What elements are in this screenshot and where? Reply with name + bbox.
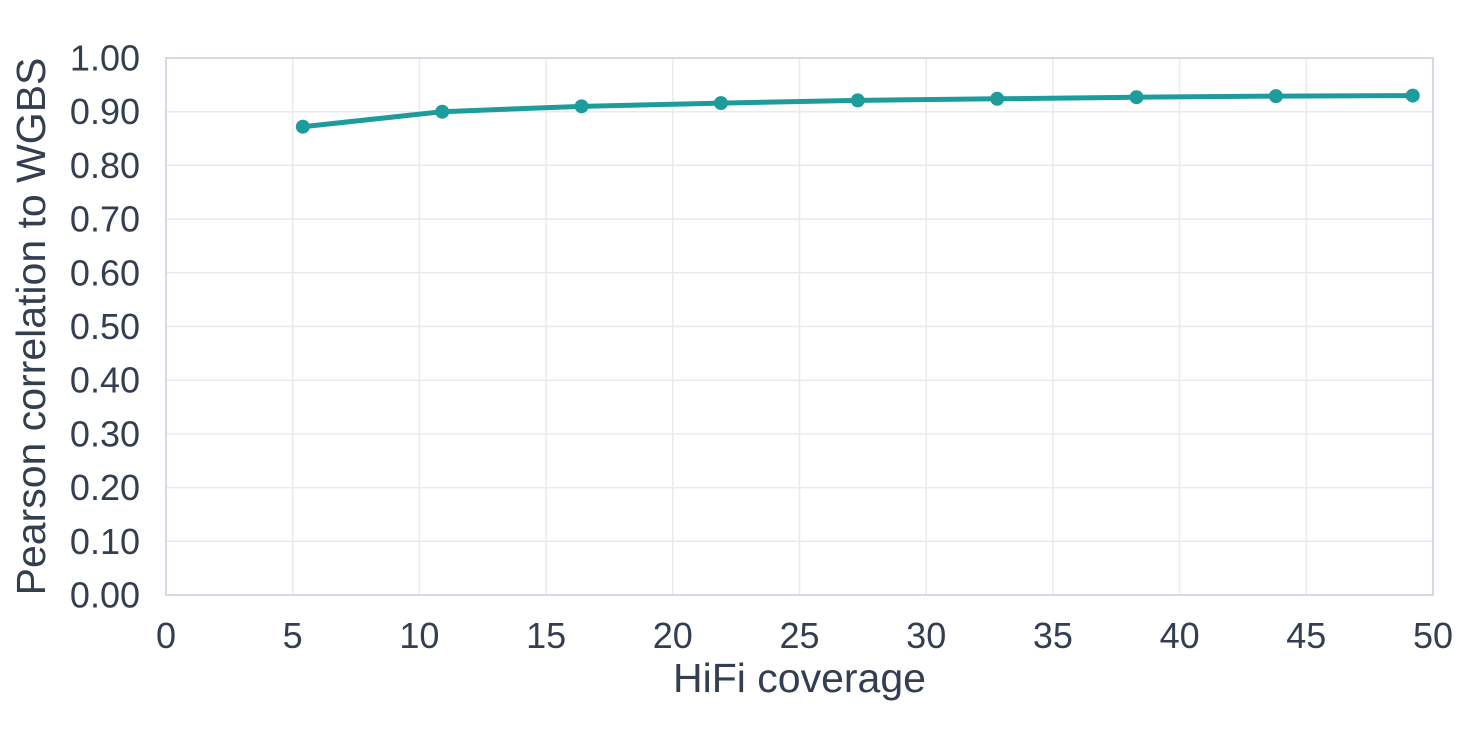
series-layer bbox=[295, 88, 1420, 134]
x-tick-label: 5 bbox=[283, 615, 303, 656]
x-tick-label: 15 bbox=[526, 615, 566, 656]
data-point bbox=[435, 104, 450, 119]
x-tick-label: 10 bbox=[399, 615, 439, 656]
x-tick-label: 0 bbox=[156, 615, 176, 656]
data-point bbox=[850, 93, 865, 108]
y-tick-labels: 0.00 0.10 0.20 0.30 0.40 0.50 0.60 0.70 0.80 0.90… bbox=[70, 38, 140, 616]
y-tick-label: 1.00 bbox=[70, 38, 140, 79]
y-axis-title: Pearson correlation to WGBS bbox=[8, 58, 54, 596]
data-point bbox=[990, 91, 1005, 106]
data-point bbox=[1129, 90, 1144, 105]
x-tick-label: 40 bbox=[1160, 615, 1200, 656]
plot-border bbox=[165, 57, 1434, 596]
x-tick-label: 45 bbox=[1286, 615, 1326, 656]
y-tick-label: 0.60 bbox=[70, 252, 140, 293]
x-tick-label: 50 bbox=[1413, 615, 1453, 656]
data-point bbox=[1268, 89, 1283, 104]
y-tick-label: 0.20 bbox=[70, 467, 140, 508]
x-tick-labels: 0 5 10 15 20 25 30 35 40 45 50 bbox=[156, 615, 1453, 656]
x-tick-label: 30 bbox=[906, 615, 946, 656]
data-point bbox=[295, 119, 310, 134]
y-tick-label: 0.70 bbox=[70, 199, 140, 240]
x-tick-label: 20 bbox=[653, 615, 693, 656]
x-tick-label: 35 bbox=[1033, 615, 1073, 656]
gridlines-layer bbox=[165, 57, 1434, 596]
y-tick-label: 0.10 bbox=[70, 521, 140, 562]
x-axis-title: HiFi coverage bbox=[673, 655, 926, 701]
y-tick-label: 0.50 bbox=[70, 306, 140, 347]
data-point bbox=[1405, 88, 1420, 103]
y-tick-label: 0.80 bbox=[70, 145, 140, 186]
data-point bbox=[713, 96, 728, 111]
y-tick-label: 0.30 bbox=[70, 413, 140, 454]
y-tick-label: 0.00 bbox=[70, 575, 140, 616]
y-tick-label: 0.90 bbox=[70, 91, 140, 132]
y-tick-label: 0.40 bbox=[70, 360, 140, 401]
data-point bbox=[574, 99, 589, 114]
x-tick-label: 25 bbox=[779, 615, 819, 656]
